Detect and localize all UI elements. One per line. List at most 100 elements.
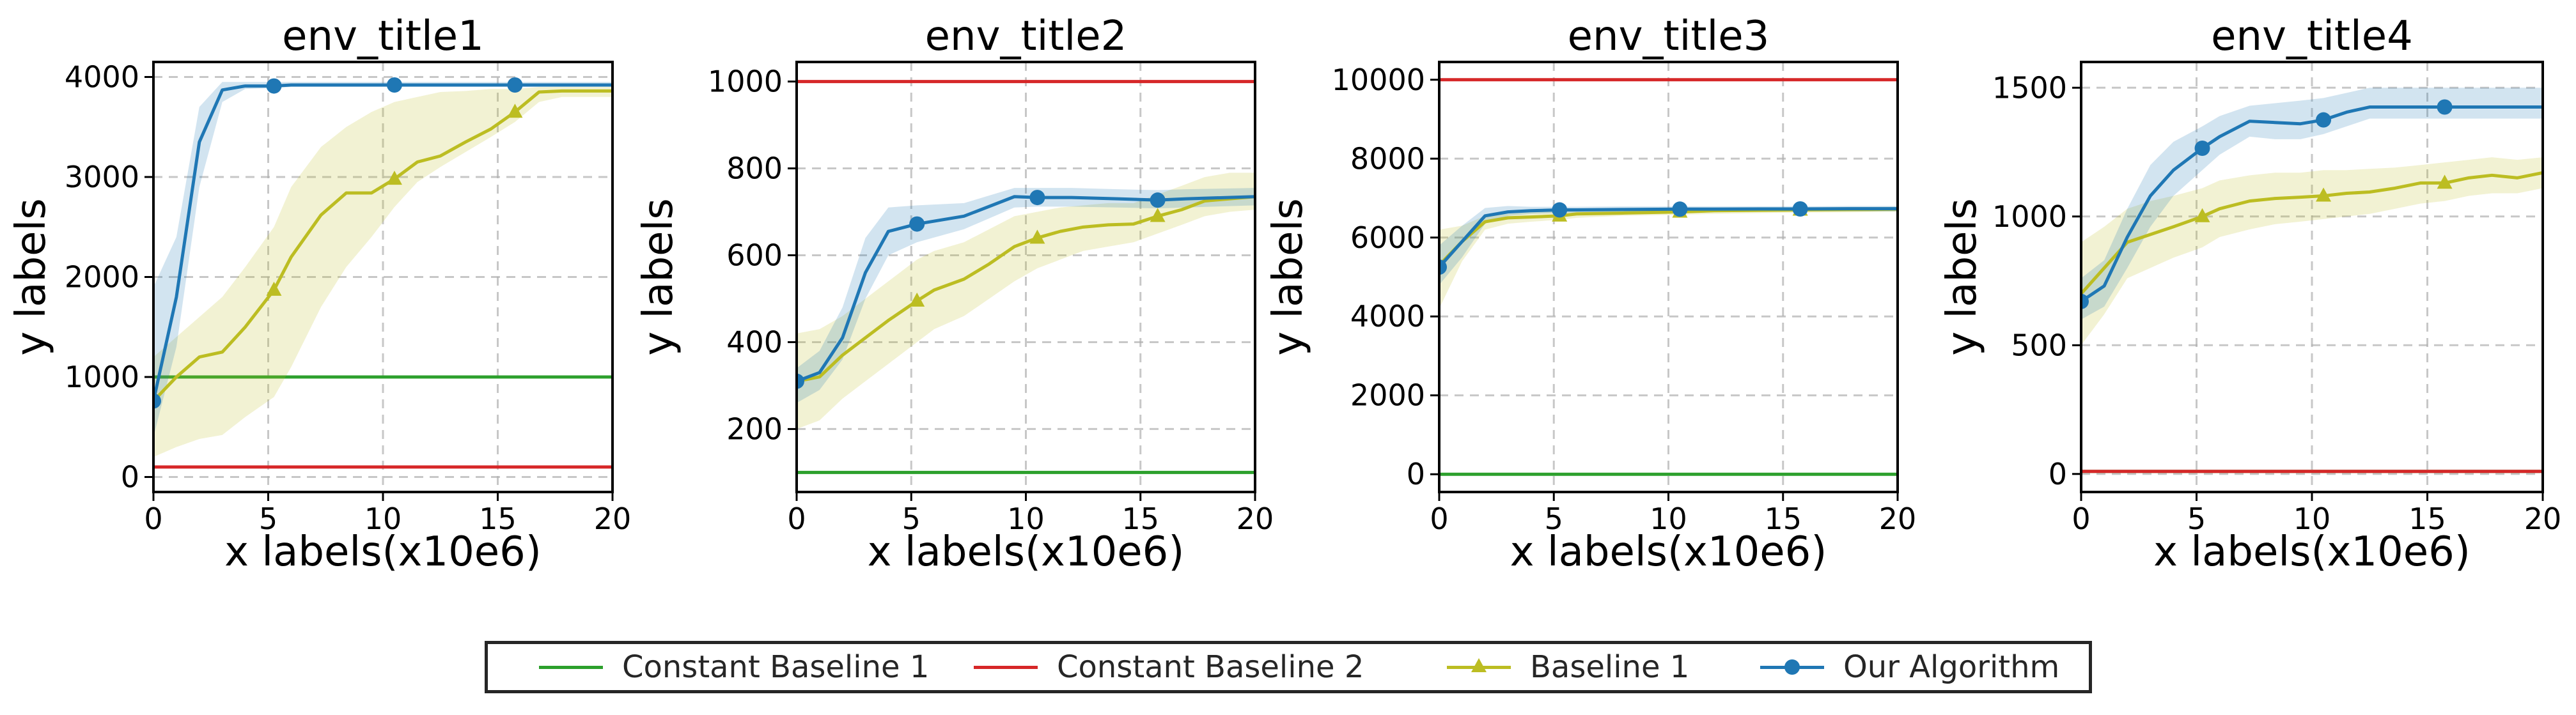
x-axis-label: x labels(x10e6) [2153, 528, 2471, 576]
y-tick-label: 10000 [1332, 63, 1425, 97]
y-tick-label: 0 [2049, 457, 2067, 491]
x-tick-label: 5 [259, 502, 277, 536]
marker-triangle [2437, 174, 2453, 189]
marker-circle [1792, 201, 1808, 217]
marker-circle [1672, 201, 1688, 217]
x-tick-label: 0 [787, 502, 806, 536]
marker-circle [2437, 99, 2453, 115]
y-tick-label: 0 [1407, 457, 1425, 491]
x-tick-label: 20 [2524, 502, 2562, 536]
legend-item-our-algorithm: Our Algorithm [1760, 644, 2059, 690]
x-tick-label: 15 [1121, 502, 1159, 536]
chart-title: env_title4 [2211, 13, 2413, 60]
legend: Constant Baseline 1 Constant Baseline 2 … [485, 641, 2092, 693]
series-line-baseline-1 [2081, 171, 2543, 295]
x-tick-label: 20 [1237, 502, 1274, 536]
legend-swatch-baseline-1 [1447, 654, 1511, 680]
legend-swatch-constant-baseline-2 [974, 654, 1038, 680]
y-tick-label: 200 [726, 411, 783, 446]
marker-triangle [2316, 187, 2332, 202]
marker-circle [797, 373, 804, 389]
marker-circle [2194, 141, 2210, 157]
y-tick-label: 4000 [65, 59, 139, 94]
x-axis-label: x labels(x10e6) [224, 528, 542, 576]
marker-circle [2316, 112, 2332, 128]
marker-circle [153, 393, 161, 409]
x-tick-label: 15 [1764, 502, 1802, 536]
legend-swatch-constant-baseline-1 [539, 654, 603, 680]
y-tick-label: 800 [726, 151, 783, 186]
marker-circle [386, 77, 402, 93]
y-tick-label: 600 [726, 238, 783, 273]
marker-circle [1439, 259, 1447, 275]
band-our-algorithm [797, 188, 1255, 403]
marker-circle [909, 216, 925, 232]
legend-label-our-algorithm: Our Algorithm [1843, 649, 2060, 685]
x-tick-label: 0 [1430, 502, 1448, 536]
band-our-algorithm [1439, 206, 1898, 285]
marker-triangle [1150, 208, 1166, 222]
series-line-baseline-1 [797, 195, 1255, 383]
x-tick-label: 15 [479, 502, 517, 536]
x-axis-label: x labels(x10e6) [1510, 528, 1827, 576]
chart-title: env_title1 [282, 13, 484, 60]
y-axis-label: y labels [635, 198, 682, 355]
legend-swatch-our-algorithm [1760, 654, 1824, 680]
x-tick-label: 20 [594, 502, 632, 536]
band-baseline-1 [153, 87, 613, 457]
y-axis-label: y labels [1939, 198, 1986, 355]
y-tick-label: 6000 [1350, 220, 1425, 255]
x-tick-label: 10 [1007, 502, 1045, 536]
legend-label-constant-baseline-2: Constant Baseline 2 [1057, 649, 1364, 685]
x-axis-label: x labels(x10e6) [868, 528, 1185, 576]
chart-title: env_title3 [1568, 13, 1770, 60]
y-tick-label: 1000 [1992, 199, 2067, 234]
y-tick-label: 1000 [708, 65, 783, 99]
legend-label-baseline-1: Baseline 1 [1530, 649, 1690, 685]
band-our-algorithm [153, 82, 613, 437]
legend-item-constant-baseline-2: Constant Baseline 2 [974, 644, 1364, 690]
y-axis-label: y labels [8, 198, 55, 355]
x-tick-label: 0 [144, 502, 162, 536]
plot-area [2081, 88, 2543, 473]
y-tick-label: 1000 [65, 360, 139, 394]
x-tick-label: 0 [2072, 502, 2090, 536]
y-tick-label: 2000 [1350, 378, 1425, 413]
y-tick-label: 1500 [1992, 70, 2067, 105]
marker-circle [1552, 202, 1568, 218]
marker-circle [2081, 293, 2089, 309]
plot-area [153, 77, 613, 469]
marker-triangle [909, 292, 925, 307]
x-tick-label: 5 [902, 502, 921, 536]
x-tick-label: 5 [1545, 502, 1563, 536]
legend-label-constant-baseline-1: Constant Baseline 1 [622, 649, 930, 685]
y-tick-label: 0 [121, 460, 139, 495]
y-tick-label: 500 [2011, 328, 2067, 362]
marker-circle [1150, 192, 1166, 208]
marker-circle [507, 77, 523, 93]
series-line-baseline-1 [153, 89, 613, 403]
y-tick-label: 400 [726, 325, 783, 359]
band-baseline-1 [2081, 157, 2543, 346]
marker-triangle [1029, 229, 1045, 244]
marker-triangle [266, 281, 282, 296]
marker-triangle [507, 104, 523, 118]
x-tick-label: 10 [2293, 502, 2331, 536]
y-tick-label: 2000 [65, 260, 139, 295]
legend-item-constant-baseline-1: Constant Baseline 1 [539, 644, 929, 690]
x-tick-label: 10 [364, 502, 402, 536]
y-tick-label: 3000 [65, 160, 139, 194]
chart-panel-3: 0 5 10 15 20 0 2000 4000 6000 8000 10000 env_title3… [1265, 13, 1916, 576]
y-tick-label: 4000 [1350, 299, 1425, 334]
plot-area [1439, 78, 1898, 476]
marker-circle [1029, 190, 1045, 206]
marker-triangle [386, 171, 402, 185]
legend-item-baseline-1: Baseline 1 [1447, 644, 1689, 690]
x-tick-label: 15 [2408, 502, 2446, 536]
x-tick-label: 10 [1650, 502, 1687, 536]
